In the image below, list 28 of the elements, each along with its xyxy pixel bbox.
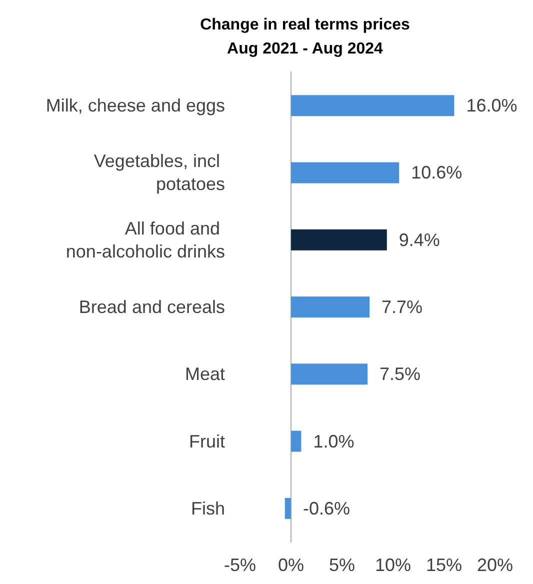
bar — [291, 229, 387, 250]
x-tick-label: 10% — [374, 555, 412, 575]
y-tick-label: Bread and cereals — [78, 297, 225, 317]
x-tick-label: 0% — [278, 555, 304, 575]
x-tick-label: 5% — [328, 555, 356, 575]
data-label: 9.4% — [398, 230, 440, 250]
chart-title: Change in real terms prices Aug 2021 - Aug 2024 — [200, 16, 410, 58]
x-tick-label: 20% — [476, 555, 514, 575]
y-tick-label: Milk, cheese and eggs — [46, 96, 225, 116]
bar — [291, 364, 368, 385]
y-tick-label: All food and non-alcoholic drinks — [66, 218, 225, 262]
data-label: 7.5% — [380, 364, 421, 384]
y-tick-label: Fruit — [189, 431, 225, 452]
data-label: -0.6% — [303, 498, 350, 518]
data-label: 16.0% — [466, 96, 518, 116]
bar — [291, 95, 454, 116]
bar — [284, 498, 291, 519]
data-label: 1.0% — [313, 431, 354, 452]
y-tick-label: Meat — [184, 364, 225, 384]
bar — [291, 430, 302, 452]
x-tick-label: 15% — [426, 555, 462, 575]
bar — [291, 296, 370, 318]
x-tick-label: -5% — [224, 555, 256, 575]
y-tick-label: Vegetables, incl potatoes — [94, 151, 225, 194]
bar — [291, 162, 400, 184]
data-label: 10.6% — [411, 162, 462, 183]
y-tick-label: Fish — [190, 498, 225, 518]
data-label: 7.7% — [382, 297, 423, 317]
